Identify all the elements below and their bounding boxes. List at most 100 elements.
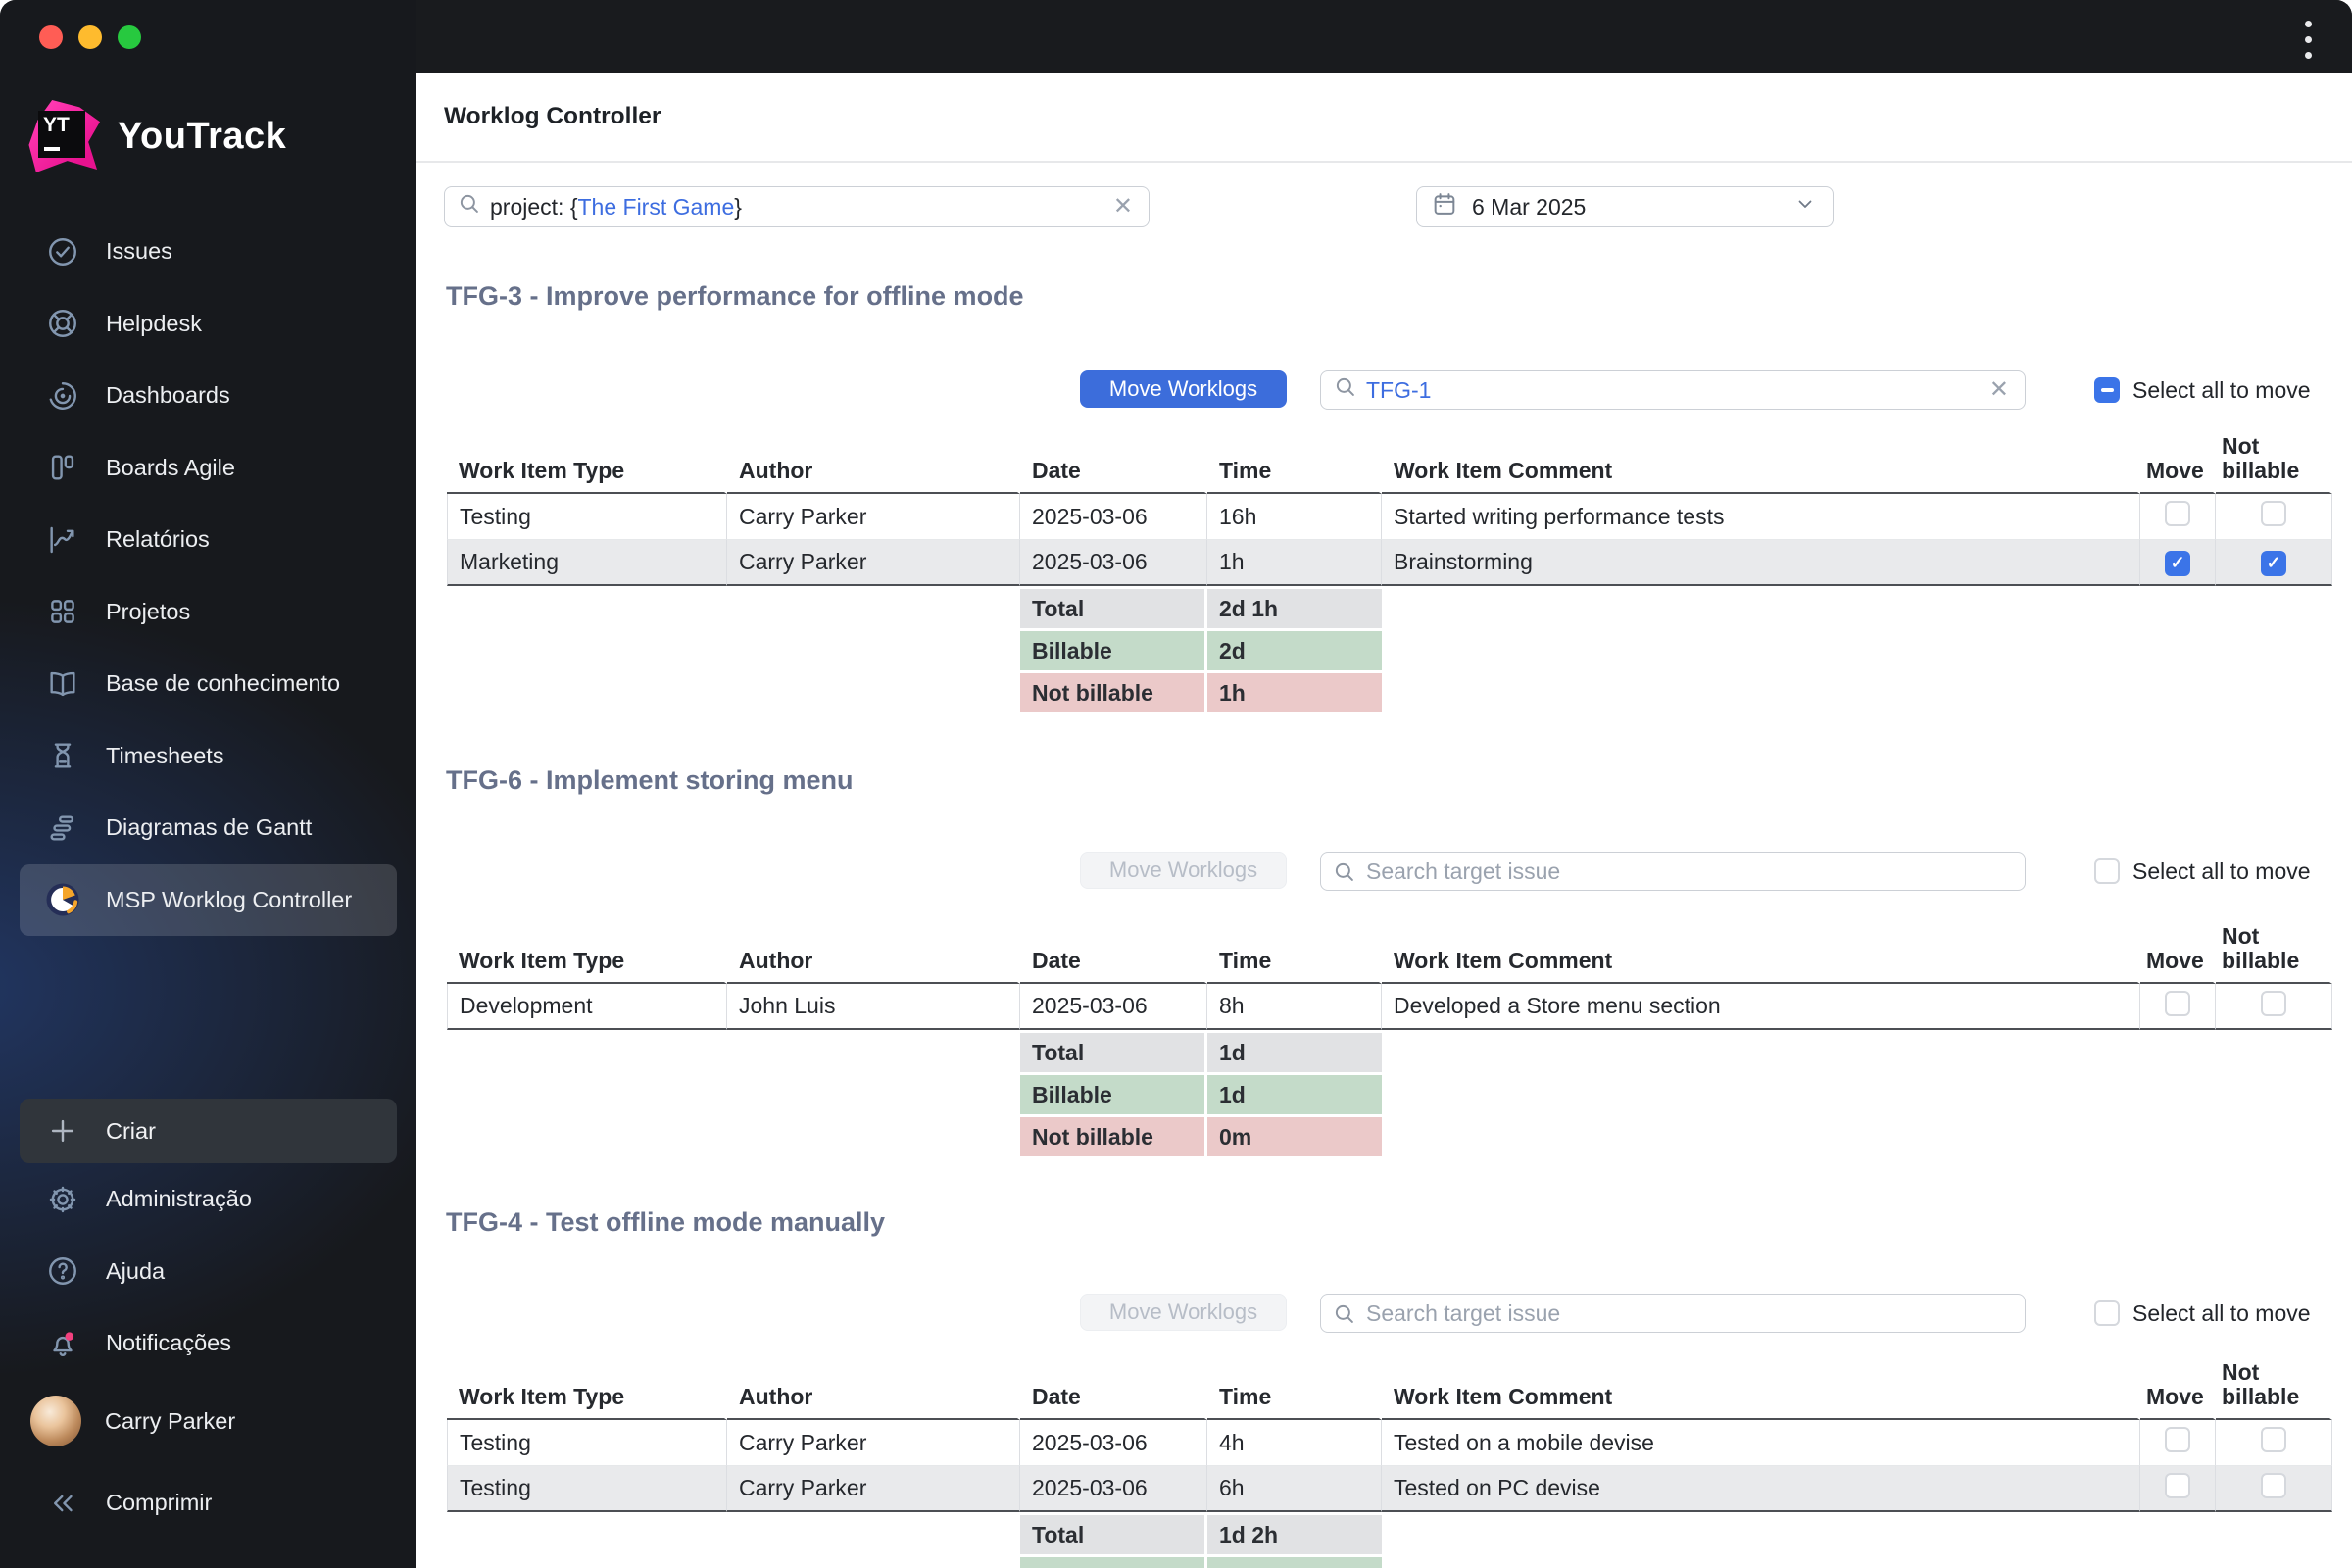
worklog-controller-panel: Worklog Controller project: {The First G… [416,74,2352,1568]
date-picker[interactable]: 6 Mar 2025 [1416,186,1834,227]
search-icon [1332,859,1357,890]
sidebar-item-issues[interactable]: Issues [0,216,416,288]
header-divider [416,161,2352,163]
sidebar-item-notificacoes[interactable]: Notificações [0,1307,416,1380]
close-window-button[interactable] [39,25,63,49]
double-chevron-left-icon [45,1486,80,1521]
not-billable-checkbox[interactable] [2261,550,2286,576]
worklog-row: Development John Luis 2025-03-06 8h Deve… [447,984,2332,1030]
youtrack-logo: YT YouTrack [27,100,286,172]
minimize-window-button[interactable] [78,25,102,49]
collapse-sidebar-button[interactable]: Comprimir [0,1467,416,1540]
sidebar-item-relatorios[interactable]: Relatórios [0,504,416,576]
user-name: Carry Parker [105,1407,236,1434]
target-issue-search-input[interactable] [1320,1294,2026,1333]
lifebuoy-icon [45,306,80,341]
not-billable-checkbox[interactable] [2261,990,2286,1016]
col-author: Author [727,434,1020,494]
summary-row-billable [447,1554,2332,1568]
col-date: Date [1020,434,1207,494]
user-menu[interactable]: Carry Parker [0,1386,416,1458]
target-issue-search-input[interactable]: TFG-1 ✕ [1320,370,2026,410]
sidebar-item-msp-worklog-controller[interactable]: MSP Worklog Controller [20,863,397,936]
create-button[interactable]: Criar [20,1099,397,1163]
search-icon [1333,374,1358,406]
search-icon [457,191,482,222]
window-controls [39,25,141,49]
summary-row-total: Total 1d 2h [447,1512,2332,1554]
summary-row-not-billable: Not billable 0m [447,1114,2332,1156]
logo-text: YouTrack [118,115,287,157]
select-all-checkbox[interactable] [2094,1300,2120,1326]
summary-row-total: Total 2d 1h [447,586,2332,628]
move-checkbox[interactable] [2165,550,2190,576]
youtrack-logo-icon: YT [27,100,100,172]
select-all-checkbox[interactable] [2094,377,2120,403]
bell-icon [45,1326,80,1361]
summary-row-not-billable: Not billable 1h [447,670,2332,712]
col-work-item-type: Work Item Type [447,434,727,494]
move-checkbox[interactable] [2165,1472,2190,1498]
select-all-to-move: Select all to move [2094,852,2311,891]
move-checkbox[interactable] [2165,990,2190,1016]
move-worklogs-button[interactable]: Move Worklogs [1080,370,1287,408]
gear-icon [45,1182,80,1217]
col-move: Move [2140,434,2216,494]
move-checkbox[interactable] [2165,501,2190,526]
gantt-icon [45,810,80,846]
worklog-table-tfg4: Work Item Type Author Date Time Work Ite… [447,1360,2332,1568]
kebab-menu-button[interactable] [2291,20,2325,59]
sidebar-item-diagramas-de-gantt[interactable]: Diagramas de Gantt [0,792,416,864]
calendar-icon [1431,190,1458,223]
summary-row-billable: Billable 2d [447,628,2332,670]
move-worklogs-button[interactable]: Move Worklogs [1080,852,1287,889]
select-all-checkbox[interactable] [2094,858,2120,884]
col-comment: Work Item Comment [1382,434,2140,494]
controls-tfg4: Move Worklogs Select all to move [416,1294,2352,1333]
sidebar-bottom: Criar Administração Ajuda Notificações C… [0,1099,416,1540]
grid-icon [45,594,80,629]
issue-title-tfg3: TFG-3 - Improve performance for offline … [446,281,1024,311]
sidebar-item-boards-agile[interactable]: Boards Agile [0,432,416,505]
clear-search-icon[interactable]: ✕ [1112,193,1133,220]
worklog-table-tfg3: Work Item Type Author Date Time Work Ite… [447,434,2332,712]
hourglass-icon [45,738,80,773]
sidebar-item-dashboards[interactable]: Dashboards [0,360,416,432]
project-query-input[interactable]: project: {The First Game} ✕ [444,186,1150,227]
not-billable-checkbox[interactable] [2261,1427,2286,1452]
help-circle-icon [45,1253,80,1289]
clear-search-icon[interactable]: ✕ [1988,376,2009,403]
book-icon [45,666,80,702]
target-issue-search-input[interactable] [1320,852,2026,891]
worklog-table-tfg6: Work Item Type Author Date Time Work Ite… [447,924,2332,1156]
select-all-to-move: Select all to move [2094,370,2311,410]
summary-row-total: Total 1d [447,1030,2332,1072]
zoom-window-button[interactable] [118,25,141,49]
search-icon [1332,1301,1357,1332]
issue-title-tfg4: TFG-4 - Test offline mode manually [446,1207,886,1237]
sidebar-item-administracao[interactable]: Administração [0,1163,416,1236]
avatar [30,1396,81,1447]
not-billable-checkbox[interactable] [2261,1472,2286,1498]
worklog-row: Testing Carry Parker 2025-03-06 4h Teste… [447,1420,2332,1466]
sidebar-item-projetos[interactable]: Projetos [0,576,416,649]
worklog-row: Marketing Carry Parker 2025-03-06 1h Bra… [447,540,2332,586]
controls-tfg6: Move Worklogs Select all to move [416,852,2352,891]
pie-chart-icon [45,882,80,917]
sidebar-item-timesheets[interactable]: Timesheets [0,720,416,793]
sidebar-nav: Issues Helpdesk Dashboards Boards Agile … [0,216,416,936]
sidebar-item-base-de-conhecimento[interactable]: Base de conhecimento [0,648,416,720]
not-billable-checkbox[interactable] [2261,501,2286,526]
sidebar-item-helpdesk[interactable]: Helpdesk [0,288,416,361]
check-circle-icon [45,234,80,270]
sidebar-item-ajuda[interactable]: Ajuda [0,1236,416,1308]
chevron-down-icon [1793,192,1817,221]
titlebar [416,0,2352,74]
sidebar: YT YouTrack Issues Helpdesk Dashboards B… [0,0,416,1568]
col-time: Time [1207,434,1382,494]
move-worklogs-button[interactable]: Move Worklogs [1080,1294,1287,1331]
move-checkbox[interactable] [2165,1427,2190,1452]
issue-title-tfg6: TFG-6 - Implement storing menu [446,765,854,795]
chart-line-icon [45,522,80,558]
